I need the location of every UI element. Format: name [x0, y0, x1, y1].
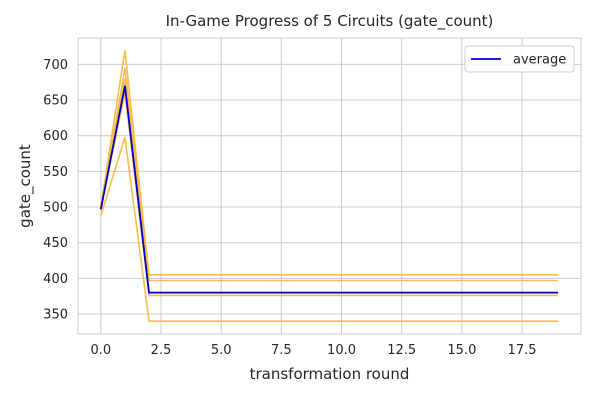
x-tick-label: 2.5	[151, 343, 172, 358]
x-tick-label: 7.5	[271, 343, 292, 358]
y-tick-label: 550	[43, 165, 68, 180]
y-tick-label: 450	[43, 236, 68, 251]
series-line-circuit-2	[100, 67, 559, 282]
y-tick-label: 350	[43, 308, 68, 323]
series-lines	[99, 50, 559, 322]
x-axis-label: transformation round	[250, 365, 410, 383]
chart-title: In-Game Progress of 5 Circuits (gate_cou…	[166, 12, 494, 31]
series-line-circuit-1	[100, 50, 559, 276]
series-line-circuit-4	[100, 92, 559, 297]
y-axis-label: gate_count	[16, 144, 35, 228]
y-tick-labels: 350 400 450 500 550 600 650 700	[43, 58, 68, 323]
grid	[78, 38, 581, 334]
x-tick-label: 10.0	[327, 343, 356, 358]
series-line-circuit-5	[100, 136, 559, 322]
x-tick-label: 5.0	[211, 343, 232, 358]
legend-label-average: average	[513, 53, 566, 68]
legend: average	[464, 45, 575, 73]
x-tick-label: 0.0	[91, 343, 112, 358]
series-line-average	[99, 85, 559, 294]
y-tick-label: 700	[43, 58, 68, 73]
y-tick-label: 400	[43, 272, 68, 287]
x-tick-label: 17.5	[508, 343, 537, 358]
plot-frame	[77, 37, 582, 335]
y-tick-label: 500	[43, 201, 68, 216]
series-line-circuit-3	[100, 78, 559, 294]
y-tick-label: 650	[43, 94, 68, 109]
legend-box	[464, 45, 575, 73]
x-tick-labels: 0.0 2.5 5.0 7.5 10.0 12.5 15.0 17.5	[91, 343, 537, 358]
y-tick-label: 600	[43, 129, 68, 144]
x-tick-label: 12.5	[387, 343, 416, 358]
x-tick-label: 15.0	[447, 343, 476, 358]
